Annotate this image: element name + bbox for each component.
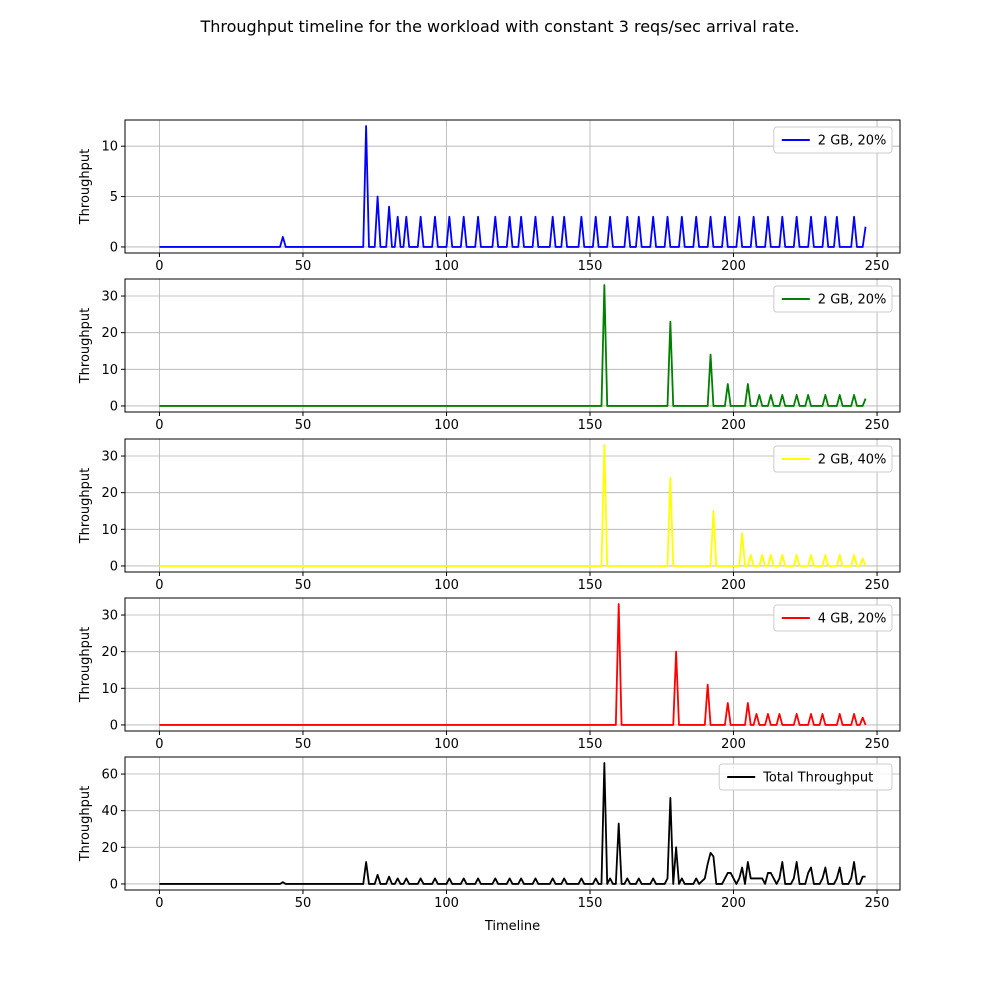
y-tick-label: 30 — [101, 290, 118, 305]
x-tick-label: 50 — [295, 896, 312, 911]
x-tick-label: 0 — [155, 418, 163, 433]
legend-label: 2 GB, 40% — [818, 453, 887, 468]
y-tick-label: 10 — [101, 682, 118, 697]
legend-label: 4 GB, 20% — [818, 612, 887, 627]
figure-title: Throughput timeline for the workload wit… — [200, 17, 800, 36]
y-tick-label: 60 — [101, 768, 118, 783]
x-tick-label: 0 — [155, 737, 163, 752]
x-tick-label: 50 — [295, 737, 312, 752]
x-tick-label: 250 — [865, 737, 890, 752]
x-tick-label: 100 — [434, 896, 459, 911]
x-tick-label: 250 — [865, 896, 890, 911]
y-tick-label: 20 — [101, 645, 118, 660]
legend-box — [773, 285, 893, 313]
x-tick-label: 100 — [434, 578, 459, 593]
x-tick-label: 250 — [865, 259, 890, 274]
legend-box — [773, 604, 893, 632]
legend-box — [718, 763, 893, 791]
y-axis-label: Throughput — [78, 468, 93, 545]
y-axis-label: Throughput — [78, 627, 93, 704]
x-tick-label: 150 — [578, 896, 603, 911]
x-tick-label: 200 — [721, 578, 746, 593]
axes-frame — [124, 278, 901, 413]
x-tick-label: 50 — [295, 418, 312, 433]
legend-label: 2 GB, 20% — [818, 293, 887, 308]
series-line-2-1 — [159, 284, 867, 407]
x-tick-label: 50 — [295, 259, 312, 274]
x-tick-label: 250 — [865, 578, 890, 593]
y-tick-label: 20 — [101, 486, 118, 501]
series-line-4-1 — [159, 603, 867, 726]
x-tick-label: 150 — [578, 418, 603, 433]
legend-label: Total Throughput — [762, 771, 873, 786]
y-tick-label: 5 — [110, 190, 118, 205]
y-tick-label: 0 — [110, 240, 118, 255]
x-tick-label: 200 — [721, 418, 746, 433]
y-tick-label: 0 — [110, 718, 118, 733]
x-tick-label: 150 — [578, 578, 603, 593]
axes-frame — [124, 756, 901, 891]
y-tick-label: 10 — [101, 140, 118, 155]
series-line-1-1 — [159, 125, 867, 248]
axes-frame — [124, 119, 901, 254]
subplot-2: 0 50 100 150 200 250 0 10 20 30 Throughput 2 GB, 20… — [78, 278, 901, 433]
x-tick-label: 200 — [721, 737, 746, 752]
y-axis-label: Throughput — [78, 308, 93, 385]
y-tick-label: 10 — [101, 363, 118, 378]
x-tick-label: 0 — [155, 578, 163, 593]
y-axis-label: Throughput — [78, 786, 93, 863]
x-axis-label: Timeline — [484, 919, 540, 934]
x-tick-label: 0 — [155, 896, 163, 911]
x-tick-label: 150 — [578, 737, 603, 752]
y-tick-label: 30 — [101, 609, 118, 624]
x-tick-label: 200 — [721, 896, 746, 911]
y-tick-label: 30 — [101, 450, 118, 465]
y-tick-label: 0 — [110, 399, 118, 414]
axes-frame — [124, 597, 901, 732]
y-tick-label: 0 — [110, 877, 118, 892]
y-axis-label: Throughput — [78, 149, 93, 226]
axes-frame — [124, 438, 901, 573]
x-tick-label: 0 — [155, 259, 163, 274]
x-tick-label: 50 — [295, 578, 312, 593]
subplot-3: 0 50 100 150 200 250 0 10 20 30 Throughput 2 GB, 40… — [78, 438, 901, 593]
x-tick-label: 100 — [434, 737, 459, 752]
x-tick-label: 150 — [578, 259, 603, 274]
legend-box — [773, 126, 893, 154]
series-line-3-1 — [159, 444, 867, 567]
y-tick-label: 0 — [110, 559, 118, 574]
legend-label: 2 GB, 20% — [818, 134, 887, 149]
y-tick-label: 20 — [101, 841, 118, 856]
legend-box — [773, 445, 893, 473]
y-tick-label: 20 — [101, 326, 118, 341]
subplot-5: 0 50 100 150 200 250 0 20 40 60 Throughput Timeline… — [78, 756, 901, 934]
y-tick-label: 40 — [101, 804, 118, 819]
subplot-1: 0 50 100 150 200 250 0 5 10 Throughput 2 GB, 20% — [78, 119, 901, 274]
x-tick-label: 100 — [434, 418, 459, 433]
x-tick-label: 250 — [865, 418, 890, 433]
y-tick-label: 10 — [101, 523, 118, 538]
subplot-4: 0 50 100 150 200 250 0 10 20 30 Throughput 4 GB, 20… — [78, 597, 901, 752]
series-line-5-1 — [159, 762, 866, 885]
x-tick-label: 200 — [721, 259, 746, 274]
x-tick-label: 100 — [434, 259, 459, 274]
